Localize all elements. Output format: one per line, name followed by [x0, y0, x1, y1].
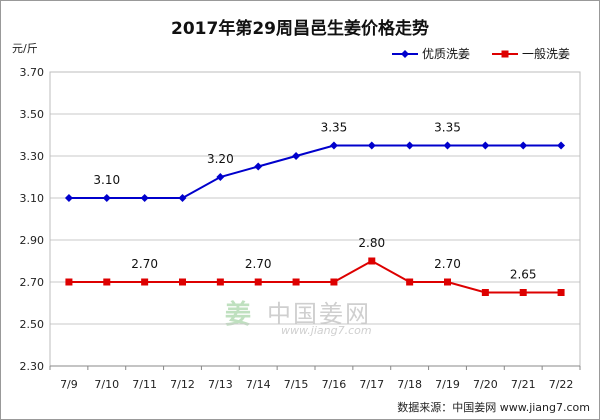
data-point — [367, 141, 376, 150]
legend-item: 一般洗姜 — [492, 46, 570, 61]
watermark: 姜 中国姜网 www.jiang7.com — [225, 294, 425, 340]
data-point — [405, 141, 414, 150]
y-tick-label: 3.10 — [20, 192, 45, 205]
data-point — [102, 194, 111, 202]
watermark-text: 中国姜网 — [267, 300, 371, 328]
x-tick-label: 7/11 — [132, 378, 157, 391]
data-label: 3.10 — [93, 173, 120, 187]
y-axis-unit: 元/斤 — [12, 42, 38, 55]
watermark-logo-icon: 姜 — [225, 300, 252, 330]
series-1: 3.10 3.20 3.35 3.35 — [64, 121, 566, 202]
data-point — [141, 278, 149, 286]
x-tick-label: 7/14 — [246, 378, 271, 391]
data-point — [519, 141, 528, 150]
x-tick-label: 7/16 — [322, 378, 347, 391]
data-point — [292, 278, 300, 286]
data-label: 3.35 — [434, 121, 461, 135]
x-tick-label: 7/13 — [208, 378, 233, 391]
y-tick-label: 2.70 — [20, 276, 45, 289]
data-label: 3.20 — [207, 152, 234, 166]
axes — [49, 71, 581, 370]
data-point — [444, 278, 451, 286]
watermark-url: www.jiang7.com — [281, 324, 372, 337]
y-tick-labels: 3.70 3.50 3.30 3.10 2.90 2.70 2.50 2.30 — [20, 66, 45, 373]
y-tick-label: 2.30 — [20, 360, 45, 373]
legend-item: 优质洗姜 — [392, 47, 470, 61]
x-tick-label: 7/20 — [473, 378, 498, 391]
chart-title: 2017年第29周昌邑生姜价格走势 — [171, 19, 429, 39]
data-point — [216, 173, 225, 181]
y-tick-label: 2.90 — [20, 234, 45, 247]
series-group: 3.10 3.20 3.35 3.35 2.70 2.70 2.80 2.70 2.65 — [64, 121, 566, 296]
data-point — [64, 194, 73, 202]
data-label: 3.35 — [321, 121, 348, 135]
data-point — [103, 278, 111, 286]
x-tick-label: 7/17 — [359, 378, 384, 391]
x-tick-label: 7/19 — [435, 378, 460, 391]
plot-area-border — [49, 71, 581, 367]
data-point — [254, 162, 263, 171]
x-tick-label: 7/22 — [549, 378, 574, 391]
data-point — [519, 289, 527, 296]
legend-marker — [501, 50, 509, 58]
x-tick-label: 7/10 — [94, 378, 119, 391]
data-point — [368, 257, 376, 265]
series-line — [68, 259, 562, 294]
legend-label: 一般洗姜 — [522, 46, 570, 61]
legend-label: 优质洗姜 — [422, 47, 470, 61]
data-point — [329, 141, 338, 150]
data-label: 2.70 — [245, 257, 272, 271]
data-source-note: 数据来源：中国姜网 www.jiang7.com — [397, 401, 590, 414]
data-point — [406, 278, 414, 286]
x-tick-label: 7/9 — [60, 378, 78, 391]
data-point — [216, 278, 224, 286]
legend-marker — [401, 50, 409, 58]
x-tick-labels: 7/9 7/10 7/11 7/12 7/13 7/14 7/15 7/16 7/17 7/18 7… — [60, 378, 573, 391]
data-point — [254, 278, 262, 286]
data-point — [292, 152, 301, 160]
data-point — [179, 278, 186, 286]
x-tick-label: 7/15 — [284, 378, 309, 391]
x-tick-label: 7/12 — [170, 378, 195, 391]
y-tick-label: 2.50 — [20, 318, 45, 331]
data-point — [443, 141, 452, 150]
legend: 优质洗姜 一般洗姜 — [392, 46, 570, 61]
data-point — [481, 141, 490, 150]
y-tick-label: 3.30 — [20, 150, 45, 163]
data-point — [557, 289, 565, 296]
data-point — [140, 194, 149, 202]
data-label: 2.80 — [358, 236, 385, 250]
series-2: 2.70 2.70 2.80 2.70 2.65 — [65, 236, 565, 296]
series-line — [68, 144, 562, 199]
data-point — [65, 278, 73, 286]
data-label: 2.70 — [434, 257, 461, 271]
data-label: 2.65 — [510, 268, 537, 282]
data-point — [330, 278, 338, 286]
x-tick-label: 7/21 — [511, 378, 536, 391]
data-point — [481, 289, 489, 296]
y-tick-label: 3.50 — [20, 108, 45, 121]
x-tick-label: 7/18 — [397, 378, 422, 391]
data-point — [557, 141, 566, 150]
y-tick-label: 3.70 — [20, 66, 45, 79]
data-point — [178, 194, 187, 202]
data-label: 2.70 — [131, 257, 158, 271]
